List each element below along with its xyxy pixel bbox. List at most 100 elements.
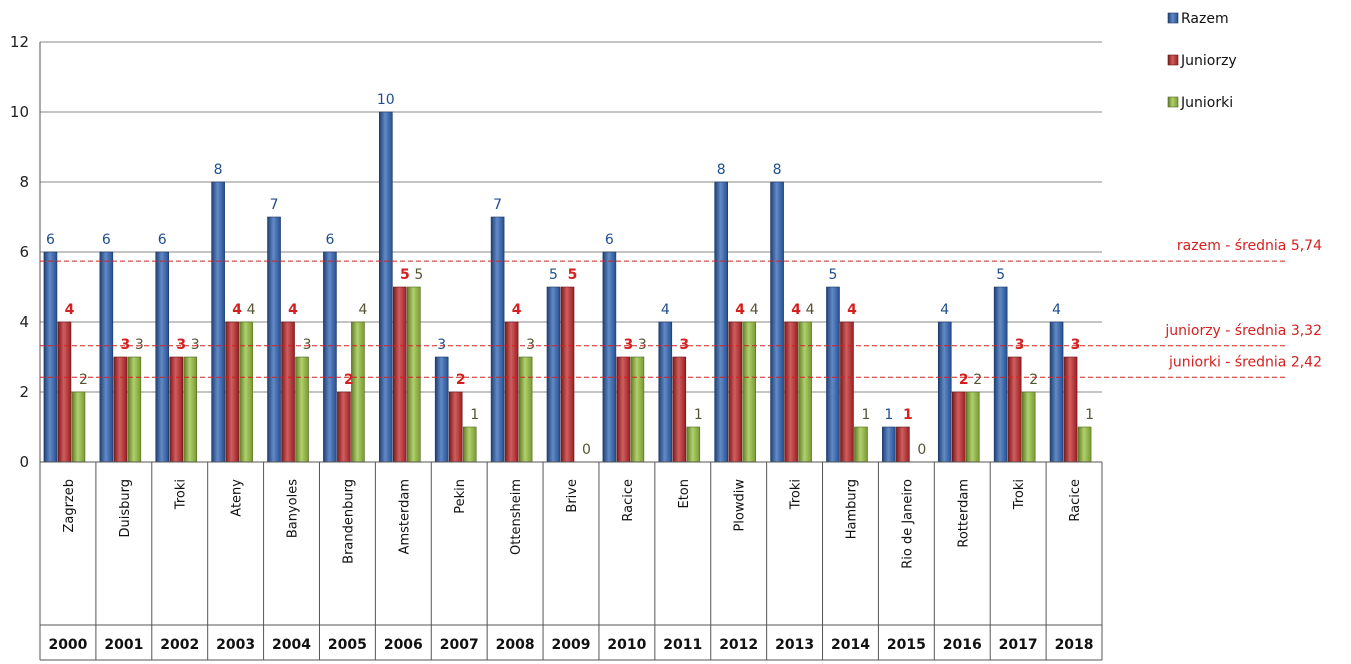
category-label: Amsterdam (397, 479, 412, 554)
data-label: 3 (624, 337, 634, 353)
bar-juniorki (462, 426, 477, 463)
bar-juniorzy (560, 286, 575, 463)
data-label: 1 (1085, 407, 1094, 423)
year-label: 2014 (831, 637, 870, 653)
bar-razem (1049, 321, 1064, 463)
y-tick-label: 6 (19, 243, 29, 261)
legend: Razem Juniorzy Juniorki (1167, 11, 1237, 111)
data-label: 8 (214, 162, 223, 178)
bar-juniorzy (840, 321, 854, 463)
category-label: Plowdiw (733, 479, 748, 532)
bar-juniorzy (225, 321, 239, 463)
y-tick-label: 12 (10, 33, 29, 51)
x-axis: Zagrzeb 2000 Duisburg 2001 Troki 2002 Ateny 200… (39, 461, 1103, 661)
bar-juniorzy (1063, 356, 1078, 463)
year-label: 2007 (440, 637, 479, 653)
year-label: 2003 (216, 637, 255, 653)
data-label: 4 (791, 302, 801, 318)
bar-juniorzy (113, 356, 128, 463)
bar-razem (490, 216, 505, 463)
data-label: 4 (512, 302, 522, 318)
data-label: 2 (344, 372, 354, 388)
data-label: 4 (247, 302, 256, 318)
bar-juniorzy (728, 321, 742, 463)
category-label: Troki (1012, 479, 1027, 510)
average-lines: razem - średnia 5,74 juniorzy - średnia 3… (40, 238, 1322, 378)
data-label: 6 (158, 232, 167, 248)
bar-juniorzy (57, 321, 72, 463)
data-label: 4 (750, 302, 759, 318)
bar-razem (434, 356, 449, 463)
category-label: Zagrzeb (62, 479, 77, 533)
legend-label: Razem (1181, 11, 1229, 27)
data-label: 3 (120, 337, 130, 353)
bar-juniorzy (504, 321, 519, 463)
bar-juniorzy (616, 356, 631, 463)
bar-razem (602, 251, 617, 463)
data-label: 3 (638, 337, 647, 353)
bar-juniorzy (337, 391, 351, 463)
category-label: Ottensheim (509, 479, 524, 555)
data-label: 6 (46, 232, 55, 248)
data-label: 3 (176, 337, 186, 353)
bar-razem (882, 426, 896, 463)
bar-juniorzy (784, 321, 798, 463)
bar-juniorzy (448, 391, 463, 463)
category-label: Banyoles (286, 479, 301, 538)
year-label: 2018 (1055, 637, 1094, 653)
data-label: 0 (582, 442, 591, 458)
bar-juniorki (518, 356, 533, 463)
year-label: 2004 (272, 637, 311, 653)
data-label: 2 (1029, 372, 1038, 388)
bar-razem (43, 251, 58, 463)
data-label: 3 (526, 337, 535, 353)
data-label: 6 (605, 232, 614, 248)
data-label: 10 (377, 92, 395, 108)
bar-juniorki (798, 321, 812, 463)
category-label: Ateny (230, 479, 245, 517)
y-tick-label: 2 (19, 383, 29, 401)
year-label: 2000 (48, 637, 87, 653)
data-label: 3 (135, 337, 144, 353)
data-label: 1 (862, 407, 871, 423)
bar-juniorzy (169, 356, 184, 463)
bar-juniorki (630, 356, 645, 463)
data-label: 8 (773, 162, 782, 178)
bar-juniorki (686, 426, 701, 463)
data-label: 4 (806, 302, 815, 318)
data-label: 4 (847, 302, 857, 318)
category-label: Duisburg (118, 479, 133, 538)
bar-razem (99, 251, 114, 463)
y-axis: 0 2 4 6 8 10 12 (10, 33, 41, 471)
y-tick-label: 8 (19, 173, 29, 191)
data-label: 1 (694, 407, 703, 423)
category-label: Eton (677, 479, 692, 509)
data-label: 4 (661, 302, 670, 318)
bar-razem (323, 251, 337, 463)
legend-swatch (1167, 12, 1179, 24)
year-label: 2013 (775, 637, 814, 653)
data-label: 2 (79, 372, 88, 388)
average-label: juniorki - średnia 2,42 (1168, 354, 1322, 370)
year-label: 2006 (384, 637, 423, 653)
legend-swatch (1167, 54, 1179, 66)
data-label: 4 (940, 302, 949, 318)
bar-razem (658, 321, 673, 463)
data-label: 1 (884, 407, 893, 423)
category-label: Brandenburg (341, 479, 356, 564)
bar-juniorki (295, 356, 309, 463)
bar-razem (546, 286, 561, 463)
data-label: 5 (549, 267, 558, 283)
bar-juniorki (183, 356, 198, 463)
bar-juniorki (1021, 391, 1036, 463)
year-label: 2011 (663, 637, 702, 653)
data-label: 3 (1071, 337, 1081, 353)
category-label: Troki (789, 479, 804, 510)
data-label: 1 (470, 407, 479, 423)
bar-juniorki (407, 286, 421, 463)
year-label: 2016 (943, 637, 982, 653)
bar-razem (267, 216, 281, 463)
year-label: 2002 (160, 637, 199, 653)
data-label: 3 (1015, 337, 1025, 353)
